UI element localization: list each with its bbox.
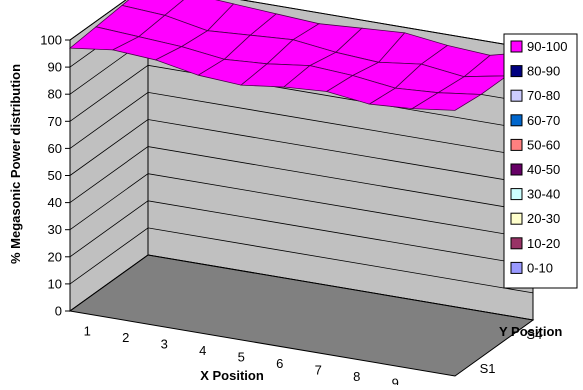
legend-swatch: [510, 40, 523, 53]
x-tick-label: 4: [199, 343, 206, 358]
legend-label: 50-60: [527, 137, 560, 152]
legend-label: 30-40: [527, 187, 560, 202]
x-tick-label: 3: [161, 336, 168, 351]
z-tick-label: 90: [48, 60, 62, 75]
x-tick-label: 7: [315, 362, 322, 377]
z-tick-label: 40: [48, 195, 62, 210]
z-tick-label: 10: [48, 276, 62, 291]
z-tick-label: 60: [48, 141, 62, 156]
y-tick-label: S4: [526, 327, 542, 342]
x-tick-label: 5: [238, 349, 245, 364]
legend-swatch: [510, 138, 523, 151]
legend-swatch: [510, 261, 523, 274]
gridline: [69, 227, 534, 294]
gridline: [69, 91, 534, 158]
legend-label: 0-10: [527, 260, 553, 275]
legend: 90-100 80-90 70-80 60-70 50-60 40-50 30-40 20-3…: [510, 39, 567, 275]
legend-label: 60-70: [527, 113, 560, 128]
x-tick-label: 2: [122, 330, 129, 345]
x-axis-title: X Position: [200, 368, 264, 383]
z-tick-label: 70: [48, 114, 62, 129]
z-tick-label: 80: [48, 87, 62, 102]
gridline: [69, 254, 534, 321]
z-tick-label: 30: [48, 222, 62, 237]
y-axis-title: Y Position: [499, 324, 562, 339]
legend-label: 40-50: [527, 162, 560, 177]
z-axis-title: % Megasonic Power distribution: [8, 64, 23, 264]
legend-label: 80-90: [527, 64, 560, 79]
x-tick-label: 8: [353, 369, 360, 384]
legend-swatch: [510, 188, 523, 201]
y-tick-label: S1: [480, 361, 496, 376]
z-tick-label: 0: [55, 304, 62, 319]
x-tick-label: 6: [276, 356, 283, 371]
legend-label: 70-80: [527, 88, 560, 103]
legend-swatch: [510, 163, 523, 176]
x-tick-label: 1: [84, 323, 91, 338]
surface-cell: [410, 92, 483, 111]
legend-swatch: [510, 212, 523, 225]
legend-label: 20-30: [527, 211, 560, 226]
legend-swatch: [510, 65, 523, 78]
x-tick-label: 9: [392, 375, 399, 385]
gridline: [69, 200, 534, 267]
legend-swatch: [510, 237, 523, 250]
gridline: [69, 64, 534, 131]
legend-swatch: [510, 114, 523, 127]
z-tick-label: 100: [40, 33, 62, 48]
gridline: [69, 146, 534, 212]
gridline: [69, 0, 534, 50]
y-axis-ticks: S1 S4: [480, 327, 543, 376]
legend-swatch: [510, 89, 523, 102]
gridline: [69, 173, 534, 240]
z-tick-label: 20: [48, 249, 62, 264]
z-tick-label: 50: [48, 168, 62, 183]
z-axis-ticks: 0 10 20 30 40 50 60 70 80 90 100: [40, 33, 70, 319]
gridline: [69, 119, 534, 185]
legend-label: 90-100: [527, 39, 567, 54]
legend-label: 10-20: [527, 236, 560, 251]
surface-mesh: [68, 0, 535, 111]
